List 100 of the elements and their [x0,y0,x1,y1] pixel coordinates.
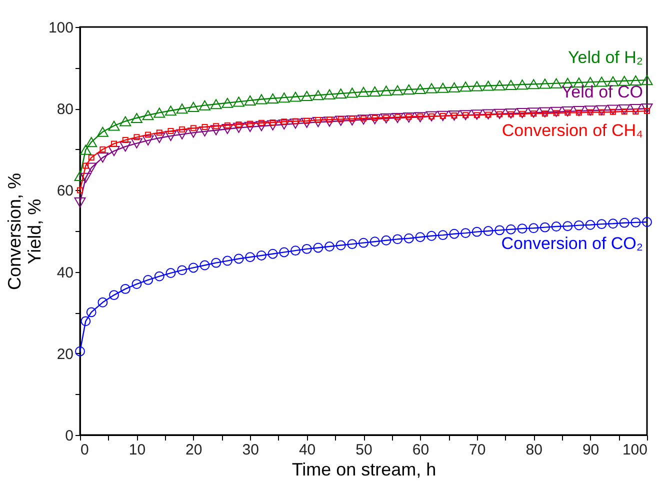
point [198,100,210,110]
point [188,128,200,138]
point [256,94,268,104]
point [176,104,188,114]
point [98,297,108,308]
point [472,226,482,237]
point [608,218,618,229]
point [448,110,460,121]
point [460,110,472,120]
point [267,93,279,104]
point [414,84,426,94]
point [415,232,426,242]
point [505,108,517,119]
y-tick-label: 60 [56,182,74,200]
y-tick-label: 40 [56,264,74,282]
point [154,132,166,144]
point [528,223,539,234]
point [505,80,517,90]
point [347,239,358,250]
point [120,116,132,126]
point [233,122,245,133]
point [403,112,415,123]
x-tick-label: 10 [128,442,146,458]
point [154,108,166,118]
x-tick-label: 20 [186,442,202,458]
point [120,284,130,294]
point [551,222,562,232]
point [426,230,437,241]
point [346,88,358,98]
x-tick-label: 0 [80,442,89,458]
point [222,256,232,266]
point [222,124,234,134]
point [358,238,368,248]
x-tick-label: 90 [582,442,600,458]
point [190,125,196,132]
point [494,108,506,119]
point [437,110,449,121]
point [143,274,154,285]
point [550,106,562,117]
point [392,112,404,124]
point [233,96,245,107]
point [369,86,381,97]
series-label: Conversion of CH₄ [502,121,644,140]
point [448,82,460,92]
point [358,86,370,97]
point [426,83,438,94]
point [471,110,483,120]
point [77,187,83,194]
point [86,137,98,148]
point [145,132,152,138]
point [256,121,268,132]
point [86,307,96,318]
point [494,80,506,90]
point [168,128,174,134]
point [335,88,347,99]
point [607,76,619,86]
point [370,236,380,247]
point [134,134,140,140]
point [142,110,154,120]
y-axis-title: Conversion, % Yield, % [4,172,44,290]
point [234,254,244,264]
point [380,86,392,96]
point [100,146,106,152]
point [188,262,198,273]
point [75,346,85,356]
point [336,240,346,250]
y-tick-label: 80 [56,101,74,118]
point [358,114,370,125]
x-tick-label: 60 [412,442,430,458]
point [130,112,142,124]
point [460,82,472,92]
point [74,197,86,208]
point [539,107,551,118]
point [154,271,164,282]
point [619,218,630,228]
point [618,104,630,114]
point [164,130,176,141]
point [142,135,154,146]
x-tick-label: 40 [298,442,316,458]
point [108,146,120,156]
point [80,144,92,155]
point [245,252,256,262]
point [290,92,302,102]
point [471,81,483,92]
point [426,111,438,122]
point [528,79,540,90]
point [346,115,358,126]
point [506,224,516,234]
point [596,219,607,230]
point [290,118,302,129]
point [278,119,290,130]
point [109,290,119,300]
point [210,99,222,110]
point [224,122,230,128]
point [404,233,414,244]
point [392,234,402,244]
point [179,126,186,132]
point [482,109,494,120]
y-tick-label: 0 [65,428,74,444]
point [164,106,176,116]
